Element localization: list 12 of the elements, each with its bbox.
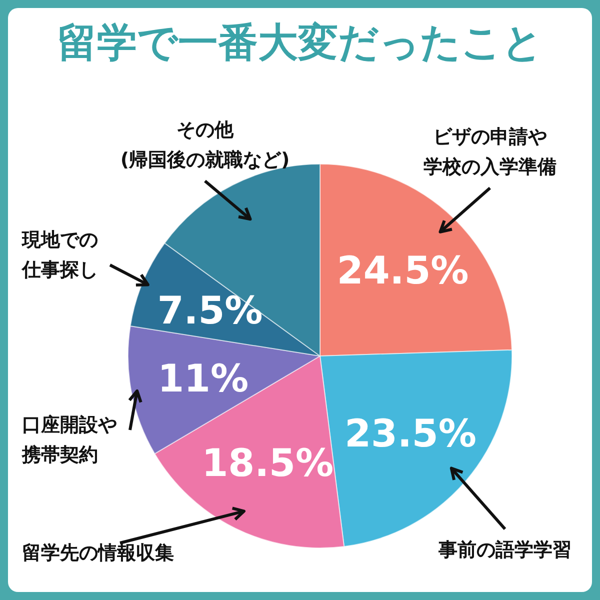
chart-title: 留学で一番大変だったこと [57,20,543,66]
data-label: 23.5% [344,411,476,456]
slice-label: 現地での仕事探し [21,229,98,281]
slice-label: その他 (帰国後の就職など) [120,119,290,171]
slice-label: ビザの申請や学校の入学準備 [424,126,556,178]
slice-label: 口座開設や携帯契約 [21,414,117,466]
data-label: 7.5% [157,288,263,332]
data-label: 24.5% [336,248,469,293]
slice-label: 留学先の情報収集 [22,542,174,564]
data-label: 18.5% [202,440,334,485]
data-label: 11% [158,356,249,400]
slice-label: 事前の語学学習 [438,539,572,561]
